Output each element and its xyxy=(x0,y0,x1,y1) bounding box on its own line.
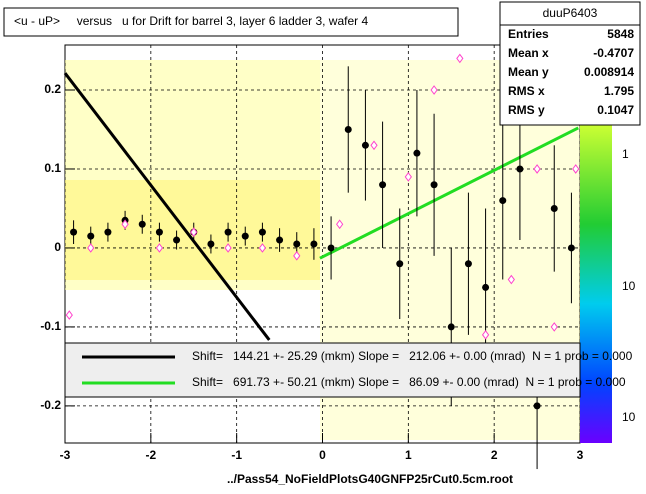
point xyxy=(207,240,215,248)
x-tick-label: 2 xyxy=(491,448,498,462)
y-tick-label: 0.2 xyxy=(44,82,61,96)
point xyxy=(155,243,164,253)
point xyxy=(499,197,507,205)
point xyxy=(327,244,335,252)
point xyxy=(507,274,515,285)
point xyxy=(516,165,524,173)
point xyxy=(370,140,378,151)
footer: ../Pass54_NoFieldPlotsG40GNFP25rCut0.5cm… xyxy=(227,472,513,486)
x-tick-label: -1 xyxy=(231,448,242,462)
point xyxy=(121,219,129,230)
y-tick-label: -0.2 xyxy=(40,398,61,412)
stats-value: 0.1047 xyxy=(597,103,634,117)
point xyxy=(173,236,181,244)
point xyxy=(396,260,404,268)
title-box xyxy=(3,7,459,37)
point xyxy=(481,329,490,340)
stats-box xyxy=(499,1,641,126)
point xyxy=(224,243,232,253)
stats-key: Entries xyxy=(508,27,549,41)
stats-key: RMS y xyxy=(508,103,545,117)
stats-value: 5848 xyxy=(607,27,634,41)
stats-title: duuP6403 xyxy=(543,6,598,20)
point xyxy=(456,53,464,64)
point xyxy=(276,236,284,244)
y-tick-label: 0 xyxy=(54,240,61,254)
point xyxy=(361,141,369,149)
point xyxy=(155,228,163,236)
legend-box xyxy=(64,342,581,398)
stats-key: Mean x xyxy=(508,46,549,60)
point xyxy=(482,283,490,291)
point xyxy=(430,85,438,95)
x-tick-label: -3 xyxy=(60,448,71,462)
stats-value: -0.4707 xyxy=(593,46,634,60)
point xyxy=(293,240,301,248)
point xyxy=(87,232,95,240)
stats-key: Mean y xyxy=(508,65,549,79)
point xyxy=(447,323,455,331)
point xyxy=(310,240,318,248)
x-tick-label: -2 xyxy=(145,448,156,462)
point xyxy=(550,204,558,212)
x-tick-label: 3 xyxy=(577,448,584,462)
stats-value: 1.795 xyxy=(604,84,634,98)
fit-line xyxy=(63,72,271,341)
point xyxy=(533,402,541,410)
point xyxy=(430,181,438,189)
chart-title: <u - uP> versus u for Drift for barrel 3… xyxy=(14,14,368,28)
point xyxy=(572,164,580,174)
y-tick-label: 0.1 xyxy=(44,161,61,175)
x-tick-label: 0 xyxy=(319,448,326,462)
point xyxy=(550,322,558,332)
stats-value: 0.008914 xyxy=(584,65,634,79)
y-tick-label: -0.1 xyxy=(40,319,61,333)
point xyxy=(241,232,249,240)
point xyxy=(567,244,575,252)
point xyxy=(87,243,95,253)
fit-line xyxy=(319,126,579,260)
point xyxy=(138,220,146,228)
point xyxy=(258,228,266,236)
point xyxy=(533,164,541,174)
x-tick-label: 1 xyxy=(405,448,412,462)
point xyxy=(258,243,267,253)
point xyxy=(65,310,73,320)
point xyxy=(70,228,78,236)
point xyxy=(379,181,387,189)
point xyxy=(293,251,301,261)
palette-label: 10 xyxy=(622,279,636,293)
legend-label: Shift= 144.21 +- 25.29 (mkm) Slope = 212… xyxy=(192,349,633,363)
point xyxy=(224,228,232,236)
stats-key: RMS x xyxy=(508,84,545,98)
palette-label: 1 xyxy=(622,147,629,161)
point xyxy=(190,227,198,237)
point xyxy=(344,125,352,133)
density-band xyxy=(65,60,320,290)
legend-label: Shift= 691.73 +- 50.21 (mkm) Slope = 86.… xyxy=(192,375,626,389)
point xyxy=(336,219,344,230)
palette-label: 10 xyxy=(622,410,636,424)
point xyxy=(464,260,472,268)
point xyxy=(104,228,112,236)
point xyxy=(413,149,421,157)
point xyxy=(404,172,412,182)
